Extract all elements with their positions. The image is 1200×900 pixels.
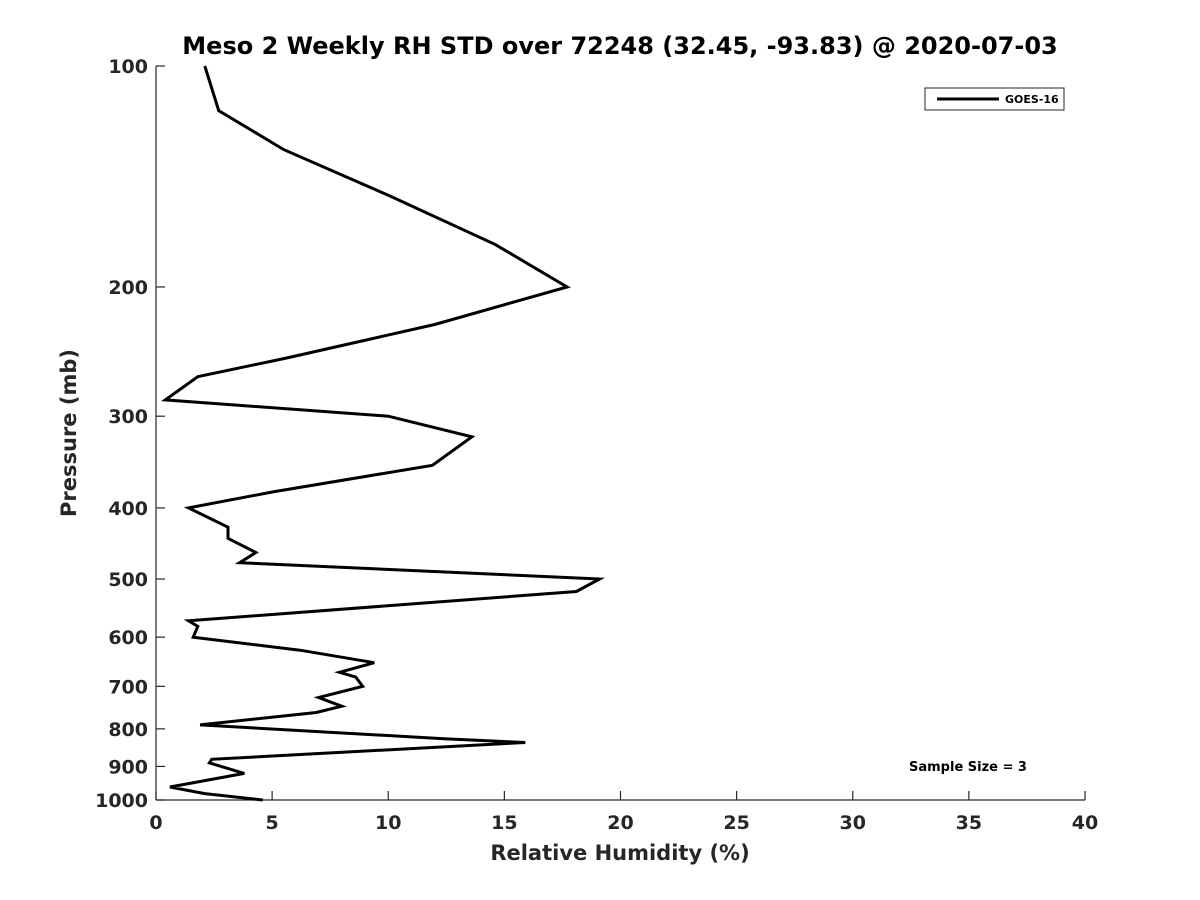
x-tick-label: 0	[149, 812, 162, 834]
y-tick-label: 700	[108, 676, 148, 698]
x-tick-label: 15	[491, 812, 517, 834]
x-axis-label: Relative Humidity (%)	[490, 841, 749, 865]
legend-label: GOES-16	[1005, 93, 1059, 106]
y-axis-ticks: 100 200 300 400 500 600 700 800 900 1000	[95, 56, 165, 812]
series-layer	[161, 65, 606, 802]
x-tick-label: 20	[607, 812, 633, 834]
sample-size-annotation: Sample Size = 3	[909, 760, 1027, 775]
legend: GOES-16	[924, 87, 1065, 111]
y-tick-label: 500	[108, 569, 148, 591]
y-tick-label: 100	[108, 56, 148, 78]
x-tick-label: 40	[1072, 812, 1098, 834]
x-tick-label: 35	[956, 812, 982, 834]
x-tick-label: 5	[266, 812, 279, 834]
y-tick-label: 800	[108, 719, 148, 741]
chart-title: Meso 2 Weekly RH STD over 72248 (32.45, …	[182, 32, 1057, 60]
series-line	[161, 65, 606, 802]
y-tick-label: 900	[108, 756, 148, 778]
x-tick-label: 10	[375, 812, 401, 834]
x-tick-label: 30	[840, 812, 866, 834]
y-tick-label: 600	[108, 627, 148, 649]
x-tick-label: 25	[723, 812, 749, 834]
y-tick-label: 300	[108, 406, 148, 428]
y-axis-label: Pressure (mb)	[57, 349, 81, 517]
x-axis-ticks: 0 5 10 15 20 25 30 35 40	[149, 791, 1098, 834]
y-tick-label: 1000	[95, 790, 148, 812]
y-tick-label: 200	[108, 277, 148, 299]
y-tick-label: 400	[108, 498, 148, 520]
